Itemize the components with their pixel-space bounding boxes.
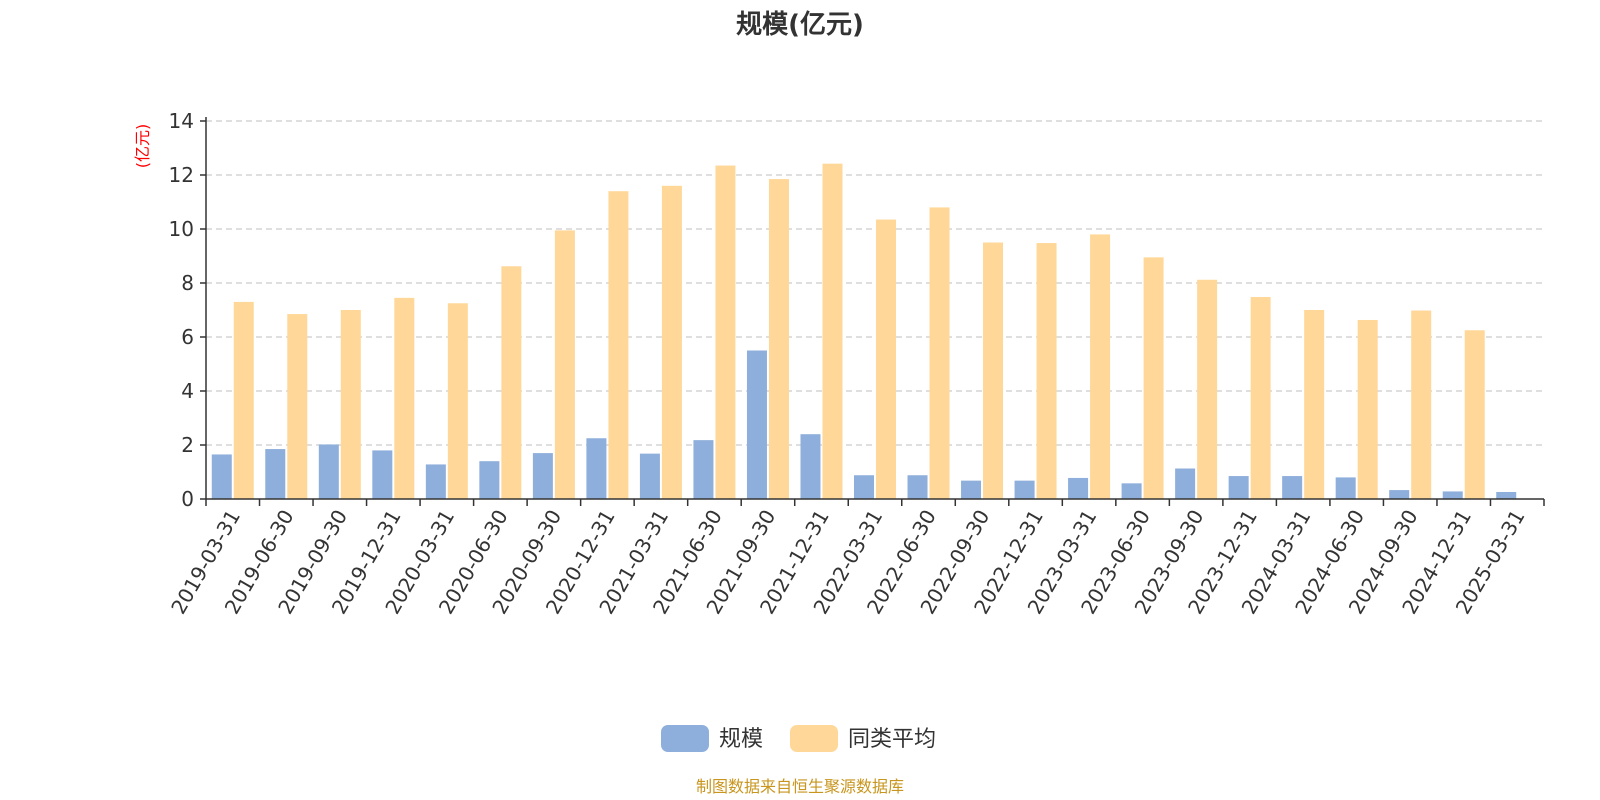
bar-guimo xyxy=(532,453,553,499)
bar-guimo xyxy=(1442,491,1463,499)
y-tick-label: 12 xyxy=(169,163,194,187)
legend-label: 规模 xyxy=(719,727,763,752)
bar-tonglei-pingjun xyxy=(1197,279,1218,499)
bar-tonglei-pingjun xyxy=(608,191,629,499)
bar-guimo xyxy=(425,464,446,499)
bar-tonglei-pingjun xyxy=(287,314,308,499)
bar-tonglei-pingjun xyxy=(1464,330,1485,499)
bar-tonglei-pingjun xyxy=(1357,319,1378,499)
bar-guimo xyxy=(1014,480,1035,499)
bar-tonglei-pingjun xyxy=(1036,243,1057,499)
y-axis-unit: (亿元) xyxy=(133,124,152,169)
bar-guimo xyxy=(1389,490,1410,499)
bars xyxy=(211,163,1517,500)
bar-tonglei-pingjun xyxy=(501,266,522,499)
bar-guimo xyxy=(693,440,714,499)
bar-tonglei-pingjun xyxy=(1143,257,1164,499)
bar-tonglei-pingjun xyxy=(661,185,682,500)
bar-guimo xyxy=(1068,477,1089,499)
bar-tonglei-pingjun xyxy=(554,230,575,499)
bar-guimo xyxy=(265,449,286,499)
x-axis-ticks: 2019-03-312019-06-302019-09-302019-12-31… xyxy=(166,499,1545,618)
bar-guimo xyxy=(318,444,339,499)
bar-tonglei-pingjun xyxy=(1250,297,1271,499)
y-tick-label: 6 xyxy=(181,325,194,349)
legend-swatch xyxy=(790,725,838,752)
bar-tonglei-pingjun xyxy=(876,219,896,500)
bar-guimo xyxy=(479,461,500,499)
legend: 规模 同类平均 xyxy=(661,725,936,752)
y-tick-label: 4 xyxy=(181,379,194,403)
y-axis-ticks: 0 2 4 6 8 10 12 14 xyxy=(169,109,206,511)
bar-guimo xyxy=(586,438,607,499)
bar-tonglei-pingjun xyxy=(715,165,736,500)
bar-guimo xyxy=(961,480,982,499)
bar-tonglei-pingjun xyxy=(822,163,843,499)
bar-tonglei-pingjun xyxy=(768,179,789,500)
bar-guimo xyxy=(800,434,821,499)
bar-guimo xyxy=(907,475,928,499)
bar-guimo xyxy=(639,453,660,499)
bar-tonglei-pingjun xyxy=(1411,310,1432,499)
bar-guimo xyxy=(1228,476,1249,499)
bar-guimo xyxy=(211,454,232,499)
bar-tonglei-pingjun xyxy=(394,297,415,499)
bar-tonglei-pingjun xyxy=(1304,310,1325,499)
bar-tonglei-pingjun xyxy=(1090,234,1111,499)
y-tick-label: 14 xyxy=(169,109,194,133)
bar-guimo xyxy=(1282,476,1303,499)
y-tick-label: 10 xyxy=(169,217,194,241)
bar-guimo xyxy=(746,350,767,499)
legend-label: 同类平均 xyxy=(848,727,936,752)
axes xyxy=(205,117,1544,500)
bar-tonglei-pingjun xyxy=(929,207,950,499)
bar-tonglei-pingjun xyxy=(983,242,1004,499)
bar-guimo xyxy=(1175,468,1196,499)
y-tick-label: 0 xyxy=(181,487,194,511)
bar-guimo xyxy=(372,450,393,499)
bar-guimo xyxy=(854,475,874,499)
bar-tonglei-pingjun xyxy=(233,301,254,499)
source-note: 制图数据来自恒生聚源数据库 xyxy=(696,777,904,796)
legend-swatch xyxy=(661,725,709,752)
bar-tonglei-pingjun xyxy=(340,310,361,499)
bar-tonglei-pingjun xyxy=(447,303,468,499)
bar-guimo xyxy=(1496,491,1517,499)
bar-guimo xyxy=(1335,477,1356,499)
bar-guimo xyxy=(1121,483,1142,499)
y-tick-label: 8 xyxy=(181,271,194,295)
y-tick-label: 2 xyxy=(181,433,194,457)
chart-title: 规模(亿元) xyxy=(736,10,864,40)
